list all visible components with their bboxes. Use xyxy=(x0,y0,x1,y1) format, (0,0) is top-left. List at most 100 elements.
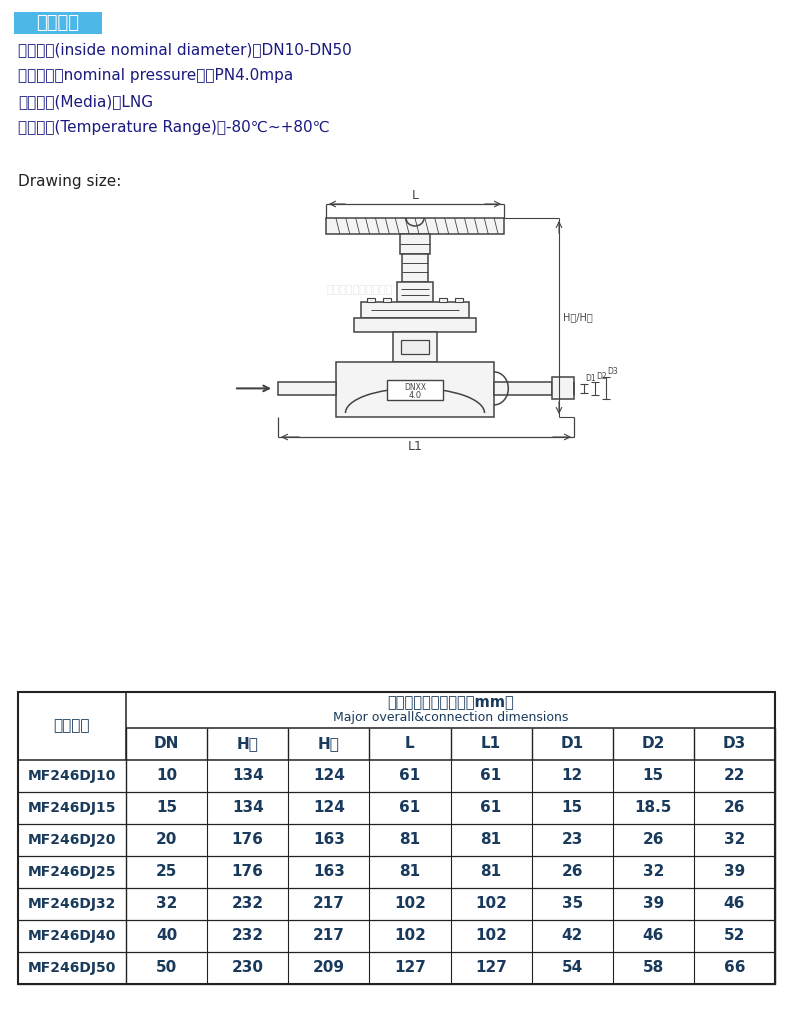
Bar xyxy=(552,377,574,400)
Text: 81: 81 xyxy=(400,865,420,879)
Text: H开: H开 xyxy=(237,736,258,751)
Text: 适用介质(Media)：LNG: 适用介质(Media)：LNG xyxy=(18,94,153,108)
Text: 217: 217 xyxy=(313,929,344,943)
Text: 15: 15 xyxy=(156,800,177,815)
Text: Drawing size:: Drawing size: xyxy=(18,174,122,189)
Text: 40: 40 xyxy=(156,929,177,943)
Text: 32: 32 xyxy=(156,896,177,912)
Text: D1: D1 xyxy=(585,374,596,383)
Text: 46: 46 xyxy=(642,929,664,943)
Bar xyxy=(326,218,504,234)
Bar xyxy=(361,302,469,318)
Bar xyxy=(393,332,437,362)
Text: L1: L1 xyxy=(481,736,501,751)
Text: 10: 10 xyxy=(156,769,177,784)
Text: 134: 134 xyxy=(231,769,264,784)
Text: H开/H关: H开/H关 xyxy=(563,312,592,322)
Text: 102: 102 xyxy=(394,896,426,912)
Bar xyxy=(494,382,552,394)
Text: 主要外形和连接尺寸（mm）: 主要外形和连接尺寸（mm） xyxy=(387,696,514,710)
Bar xyxy=(14,12,102,34)
Bar xyxy=(402,254,428,282)
Text: 81: 81 xyxy=(480,865,502,879)
Bar xyxy=(383,298,391,302)
Text: 产品代码: 产品代码 xyxy=(54,719,90,733)
Text: 公称通径(inside nominal diameter)：DN10-DN50: 公称通径(inside nominal diameter)：DN10-DN50 xyxy=(18,42,352,57)
Bar xyxy=(367,298,375,302)
Text: 4.0: 4.0 xyxy=(408,391,422,401)
Text: 127: 127 xyxy=(394,960,426,975)
Text: 35: 35 xyxy=(562,896,583,912)
Text: 39: 39 xyxy=(724,865,745,879)
Text: 39: 39 xyxy=(643,896,664,912)
Text: MF246DJ32: MF246DJ32 xyxy=(28,897,116,911)
Text: D3: D3 xyxy=(607,367,618,376)
Text: Major overall&connection dimensions: Major overall&connection dimensions xyxy=(333,712,568,724)
Text: MF246DJ50: MF246DJ50 xyxy=(28,961,116,975)
Text: 42: 42 xyxy=(562,929,583,943)
Text: 81: 81 xyxy=(480,832,502,848)
Text: 四川五升阀门有限公司: 四川五升阀门有限公司 xyxy=(327,285,393,295)
Text: 66: 66 xyxy=(724,960,745,975)
Text: 124: 124 xyxy=(313,800,344,815)
Bar xyxy=(387,380,443,401)
Text: 23: 23 xyxy=(562,832,583,848)
Text: 232: 232 xyxy=(231,896,264,912)
Text: 50: 50 xyxy=(156,960,177,975)
Text: 61: 61 xyxy=(399,769,420,784)
Text: 163: 163 xyxy=(313,832,344,848)
Text: 81: 81 xyxy=(400,832,420,848)
Text: 217: 217 xyxy=(313,896,344,912)
Text: 176: 176 xyxy=(231,832,264,848)
Text: D2: D2 xyxy=(641,736,665,751)
Text: 54: 54 xyxy=(562,960,583,975)
Bar xyxy=(354,318,476,332)
Text: 230: 230 xyxy=(231,960,264,975)
Text: 232: 232 xyxy=(231,929,264,943)
Text: 124: 124 xyxy=(313,769,344,784)
Text: DN: DN xyxy=(154,736,179,751)
Text: D3: D3 xyxy=(723,736,746,751)
Text: D2: D2 xyxy=(596,372,607,381)
Text: 26: 26 xyxy=(562,865,583,879)
Text: DNXX: DNXX xyxy=(404,383,426,392)
Text: 163: 163 xyxy=(313,865,344,879)
Text: 32: 32 xyxy=(642,865,664,879)
Bar xyxy=(400,234,430,254)
Text: 12: 12 xyxy=(562,769,583,784)
Text: 规格参数: 规格参数 xyxy=(36,14,80,32)
Text: 176: 176 xyxy=(231,865,264,879)
Text: 52: 52 xyxy=(724,929,745,943)
Bar xyxy=(18,692,775,984)
Text: 25: 25 xyxy=(156,865,177,879)
Text: MF246DJ15: MF246DJ15 xyxy=(28,801,116,815)
Bar xyxy=(401,340,429,354)
Text: MF246DJ10: MF246DJ10 xyxy=(28,769,116,783)
Text: 26: 26 xyxy=(724,800,745,815)
Text: MF246DJ25: MF246DJ25 xyxy=(28,865,116,879)
Text: 58: 58 xyxy=(643,960,664,975)
Text: 102: 102 xyxy=(475,896,507,912)
Bar xyxy=(278,382,336,394)
Text: 适用温度(Temperature Range)：-80℃~+80℃: 适用温度(Temperature Range)：-80℃~+80℃ xyxy=(18,120,329,135)
Text: L: L xyxy=(405,736,415,751)
Text: 15: 15 xyxy=(562,800,583,815)
Bar xyxy=(397,282,433,302)
Text: 134: 134 xyxy=(231,800,264,815)
Text: L1: L1 xyxy=(408,440,423,453)
Bar xyxy=(336,362,494,417)
Bar xyxy=(455,298,463,302)
Text: 18.5: 18.5 xyxy=(634,800,672,815)
Text: H关: H关 xyxy=(318,736,340,751)
Text: MF246DJ20: MF246DJ20 xyxy=(28,832,116,847)
Bar xyxy=(439,298,447,302)
Text: 209: 209 xyxy=(313,960,344,975)
Text: 46: 46 xyxy=(724,896,745,912)
Text: 15: 15 xyxy=(643,769,664,784)
Text: 61: 61 xyxy=(480,769,502,784)
Text: 102: 102 xyxy=(475,929,507,943)
Text: 61: 61 xyxy=(480,800,502,815)
Text: 127: 127 xyxy=(475,960,507,975)
Text: L: L xyxy=(412,189,419,202)
Text: 22: 22 xyxy=(724,769,745,784)
